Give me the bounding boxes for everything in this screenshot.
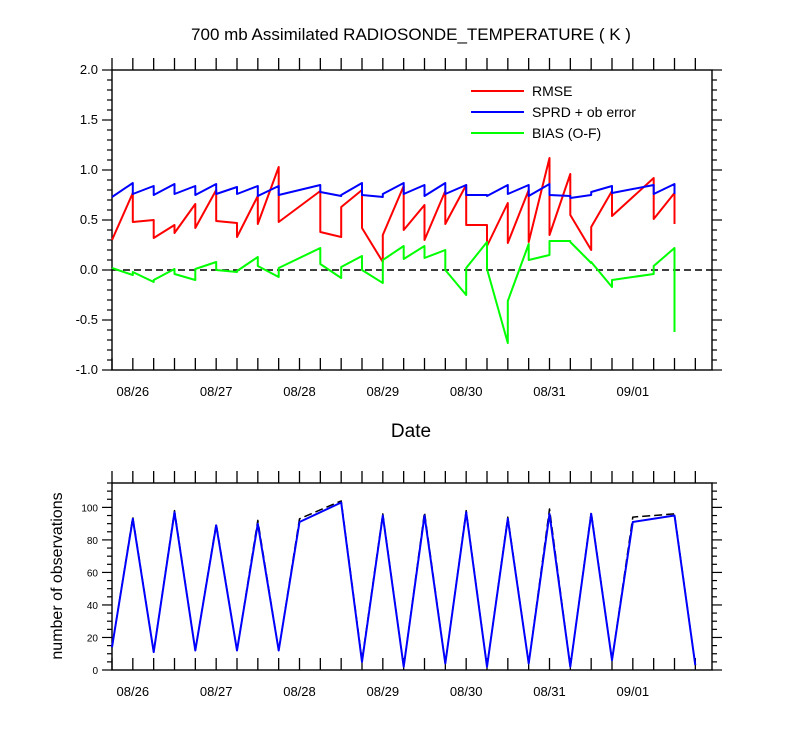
x-tick-label: 08/30 [450,684,483,699]
series-line-observations-used [111,501,697,668]
x-tick-label: 08/29 [367,684,400,699]
y-axis-label-observations: number of observations [49,492,66,659]
y-tick-label: 0.5 [80,212,98,227]
x-tick-label: 08/27 [200,684,233,699]
y-tick-label: 1.0 [80,162,98,177]
bottom-panel: 08/26 08/27 08/28 08/29 08/30 08/31 09/01 0 20 40… [81,471,722,699]
legend-label: BIAS (O-F) [532,125,601,141]
x-tick-label: 09/01 [617,684,650,699]
x-tick-label: 08/28 [283,684,316,699]
x-tick-label: 08/31 [533,684,566,699]
x-tick-label: 08/26 [117,384,150,399]
series-line-rmse [111,157,676,263]
x-tick-label: 09/01 [617,384,650,399]
y-tick-label: 60 [87,568,99,579]
x-tick-label: 08/30 [450,384,483,399]
top-panel: 08/26 08/27 08/28 08/29 08/30 08/31 09/01 -1.0 -… [76,58,722,399]
x-tick-label: 08/27 [200,384,233,399]
plot-frame [111,482,713,671]
legend-label: RMSE [532,83,572,99]
y-tick-label: 0.0 [80,262,98,277]
y-tick-label: 80 [87,536,99,547]
y-tick-label: 20 [87,633,99,644]
y-tick-label: 0 [92,666,98,677]
series-line-sprd-ob-error [111,182,676,199]
series-line-observations-possible [111,500,697,668]
y-tick-label: 2.0 [80,62,98,77]
legend: RMSE SPRD + ob error BIAS (O-F) [471,83,636,141]
x-axis-label: Date [391,421,431,442]
legend-label: SPRD + ob error [532,104,636,120]
x-tick-label: 08/29 [367,384,400,399]
y-tick-label: -1.0 [76,362,98,377]
y-tick-label: 40 [87,601,99,612]
y-tick-label: 1.5 [80,112,98,127]
x-tick-label: 08/31 [533,384,566,399]
x-tick-label: 08/26 [117,684,150,699]
y-tick-label: 100 [81,503,98,514]
y-tick-label: -0.5 [76,312,98,327]
x-tick-label: 08/28 [283,384,316,399]
chart-title: 700 mb Assimilated RADIOSONDE_TEMPERATUR… [191,25,631,44]
series-line-bias-o-f [111,240,676,344]
